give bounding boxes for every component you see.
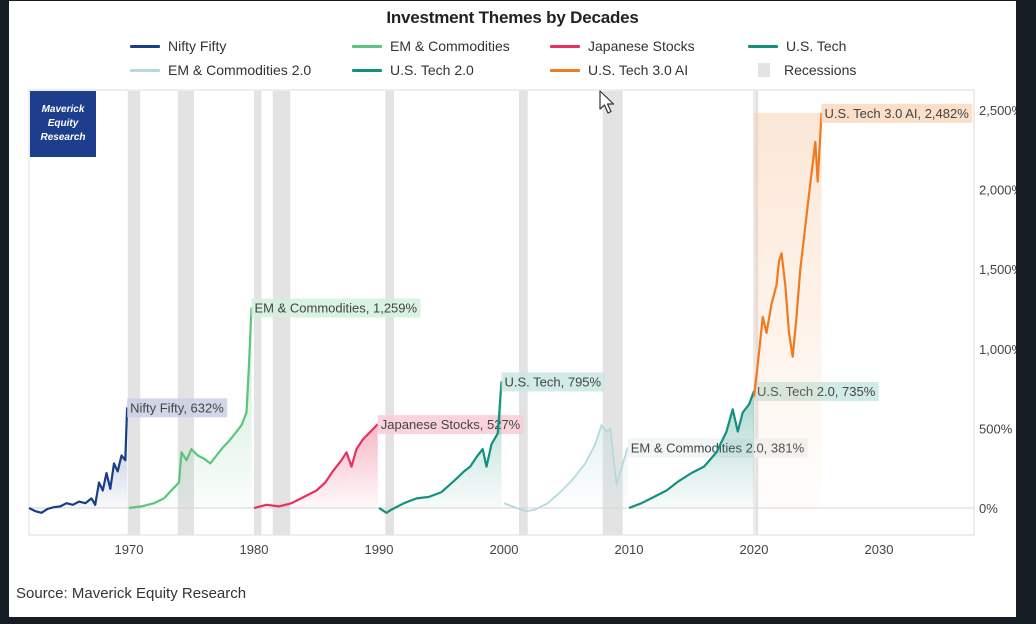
legend-item: Japanese Stocks xyxy=(550,36,695,56)
series-area xyxy=(504,425,628,512)
x-tick-label: 2010 xyxy=(615,542,644,557)
mouse-pointer-icon xyxy=(599,90,615,114)
logo-line-3: Research xyxy=(40,132,86,143)
data-label: Nifty Fifty, 632% xyxy=(127,398,228,418)
data-label: U.S. Tech, 795% xyxy=(501,372,605,392)
legend-swatch xyxy=(748,44,778,48)
data-label-background xyxy=(821,103,973,123)
legend-swatch xyxy=(130,68,160,72)
series-u-s-tech-3-0-ai: U.S. Tech 3.0 AI, 2,482% xyxy=(752,103,973,508)
legend-label: EM & Commodities 2.0 xyxy=(168,62,312,78)
chart-panel: Investment Themes by Decades Nifty Fifty… xyxy=(9,1,1016,617)
data-label-background xyxy=(127,398,228,418)
plot-area: 0% 500% 1,000% 1,500% 2,000% 2,500% 1970 1980 19… xyxy=(28,89,1016,557)
series-line xyxy=(503,424,629,513)
series-area xyxy=(379,381,502,513)
legend-item: U.S. Tech 3.0 AI xyxy=(550,60,688,80)
legend-item: EM & Commodities xyxy=(352,36,510,56)
series-line xyxy=(28,407,129,514)
legend-item: EM & Commodities 2.0 xyxy=(130,60,311,80)
series-line xyxy=(128,307,253,510)
y-tick-label: 1,000% xyxy=(979,342,1016,357)
y-tick-label: 0% xyxy=(979,501,998,516)
series-area xyxy=(29,407,128,513)
x-tick-label: 1990 xyxy=(365,542,394,557)
source-note: Source: Maverick Equity Research xyxy=(16,585,247,602)
logo-line-2: Equity xyxy=(47,118,79,129)
legend-label: Japanese Stocks xyxy=(588,38,695,54)
x-tick-label: 2000 xyxy=(490,542,519,557)
x-tick-label: 1970 xyxy=(115,542,144,557)
legend-swatch xyxy=(130,44,160,48)
recession-bands xyxy=(127,91,759,535)
plot-frame xyxy=(28,89,975,536)
logo-line-1: Maverick xyxy=(41,104,85,115)
legend-swatch xyxy=(758,63,770,77)
data-label-text: Nifty Fifty, 632% xyxy=(130,400,224,415)
series-japanese-stocks: Japanese Stocks, 527% xyxy=(253,415,524,510)
series-em-commodities: EM & Commodities, 1,259% xyxy=(128,298,421,510)
series-u-s-tech: U.S. Tech, 795% xyxy=(378,372,605,514)
legend-swatch xyxy=(352,44,382,48)
data-label-background xyxy=(377,415,524,435)
series-line xyxy=(253,423,379,510)
recession-band xyxy=(127,91,141,535)
legend-swatch xyxy=(352,68,382,72)
legend-swatch xyxy=(550,68,580,72)
x-tick-label: 2030 xyxy=(865,542,894,557)
y-tick-label: 2,000% xyxy=(979,183,1016,198)
series-line xyxy=(628,390,756,510)
series-area xyxy=(629,391,754,508)
data-label-text: Japanese Stocks, 527% xyxy=(381,417,521,432)
x-tick-label: 1980 xyxy=(240,542,269,557)
data-label: Japanese Stocks, 527% xyxy=(377,415,524,435)
legend-label: Nifty Fifty xyxy=(168,38,227,54)
chart-title: Investment Themes by Decades xyxy=(386,8,639,27)
series-line xyxy=(378,381,503,514)
series-area xyxy=(129,307,252,508)
data-label-text: U.S. Tech 3.0 AI, 2,482% xyxy=(825,106,970,121)
recession-band xyxy=(177,91,194,535)
data-label-background xyxy=(501,372,605,392)
y-tick-label: 1,500% xyxy=(979,262,1016,277)
legend-swatch xyxy=(550,44,580,48)
data-label-text: U.S. Tech, 795% xyxy=(505,374,602,389)
legend-item: Recessions xyxy=(748,60,856,80)
series-nifty-fifty: Nifty Fifty, 632% xyxy=(28,398,228,514)
series-line xyxy=(752,112,823,397)
x-tick-label: 2020 xyxy=(740,542,769,557)
legend-item: U.S. Tech xyxy=(748,36,846,56)
legend-label: U.S. Tech xyxy=(786,38,847,54)
legend-label: EM & Commodities xyxy=(390,38,510,54)
recession-band xyxy=(519,91,528,535)
recession-band xyxy=(602,91,623,535)
data-label-text: EM & Commodities, 1,259% xyxy=(255,301,418,316)
series-area xyxy=(254,424,378,508)
y-tick-label: 2,500% xyxy=(979,103,1016,118)
legend-label: Recessions xyxy=(784,62,857,78)
data-label: U.S. Tech 3.0 AI, 2,482% xyxy=(821,103,973,123)
maverick-logo: Maverick Equity Research xyxy=(30,91,96,157)
legend-label: U.S. Tech 2.0 xyxy=(390,62,474,78)
data-label-background xyxy=(251,298,421,318)
legend-item: U.S. Tech 2.0 xyxy=(352,60,474,80)
data-label: EM & Commodities, 1,259% xyxy=(251,298,421,318)
legend-label: U.S. Tech 3.0 AI xyxy=(588,62,689,78)
legend-item: Nifty Fifty xyxy=(130,36,226,56)
y-tick-label: 500% xyxy=(979,421,1013,436)
